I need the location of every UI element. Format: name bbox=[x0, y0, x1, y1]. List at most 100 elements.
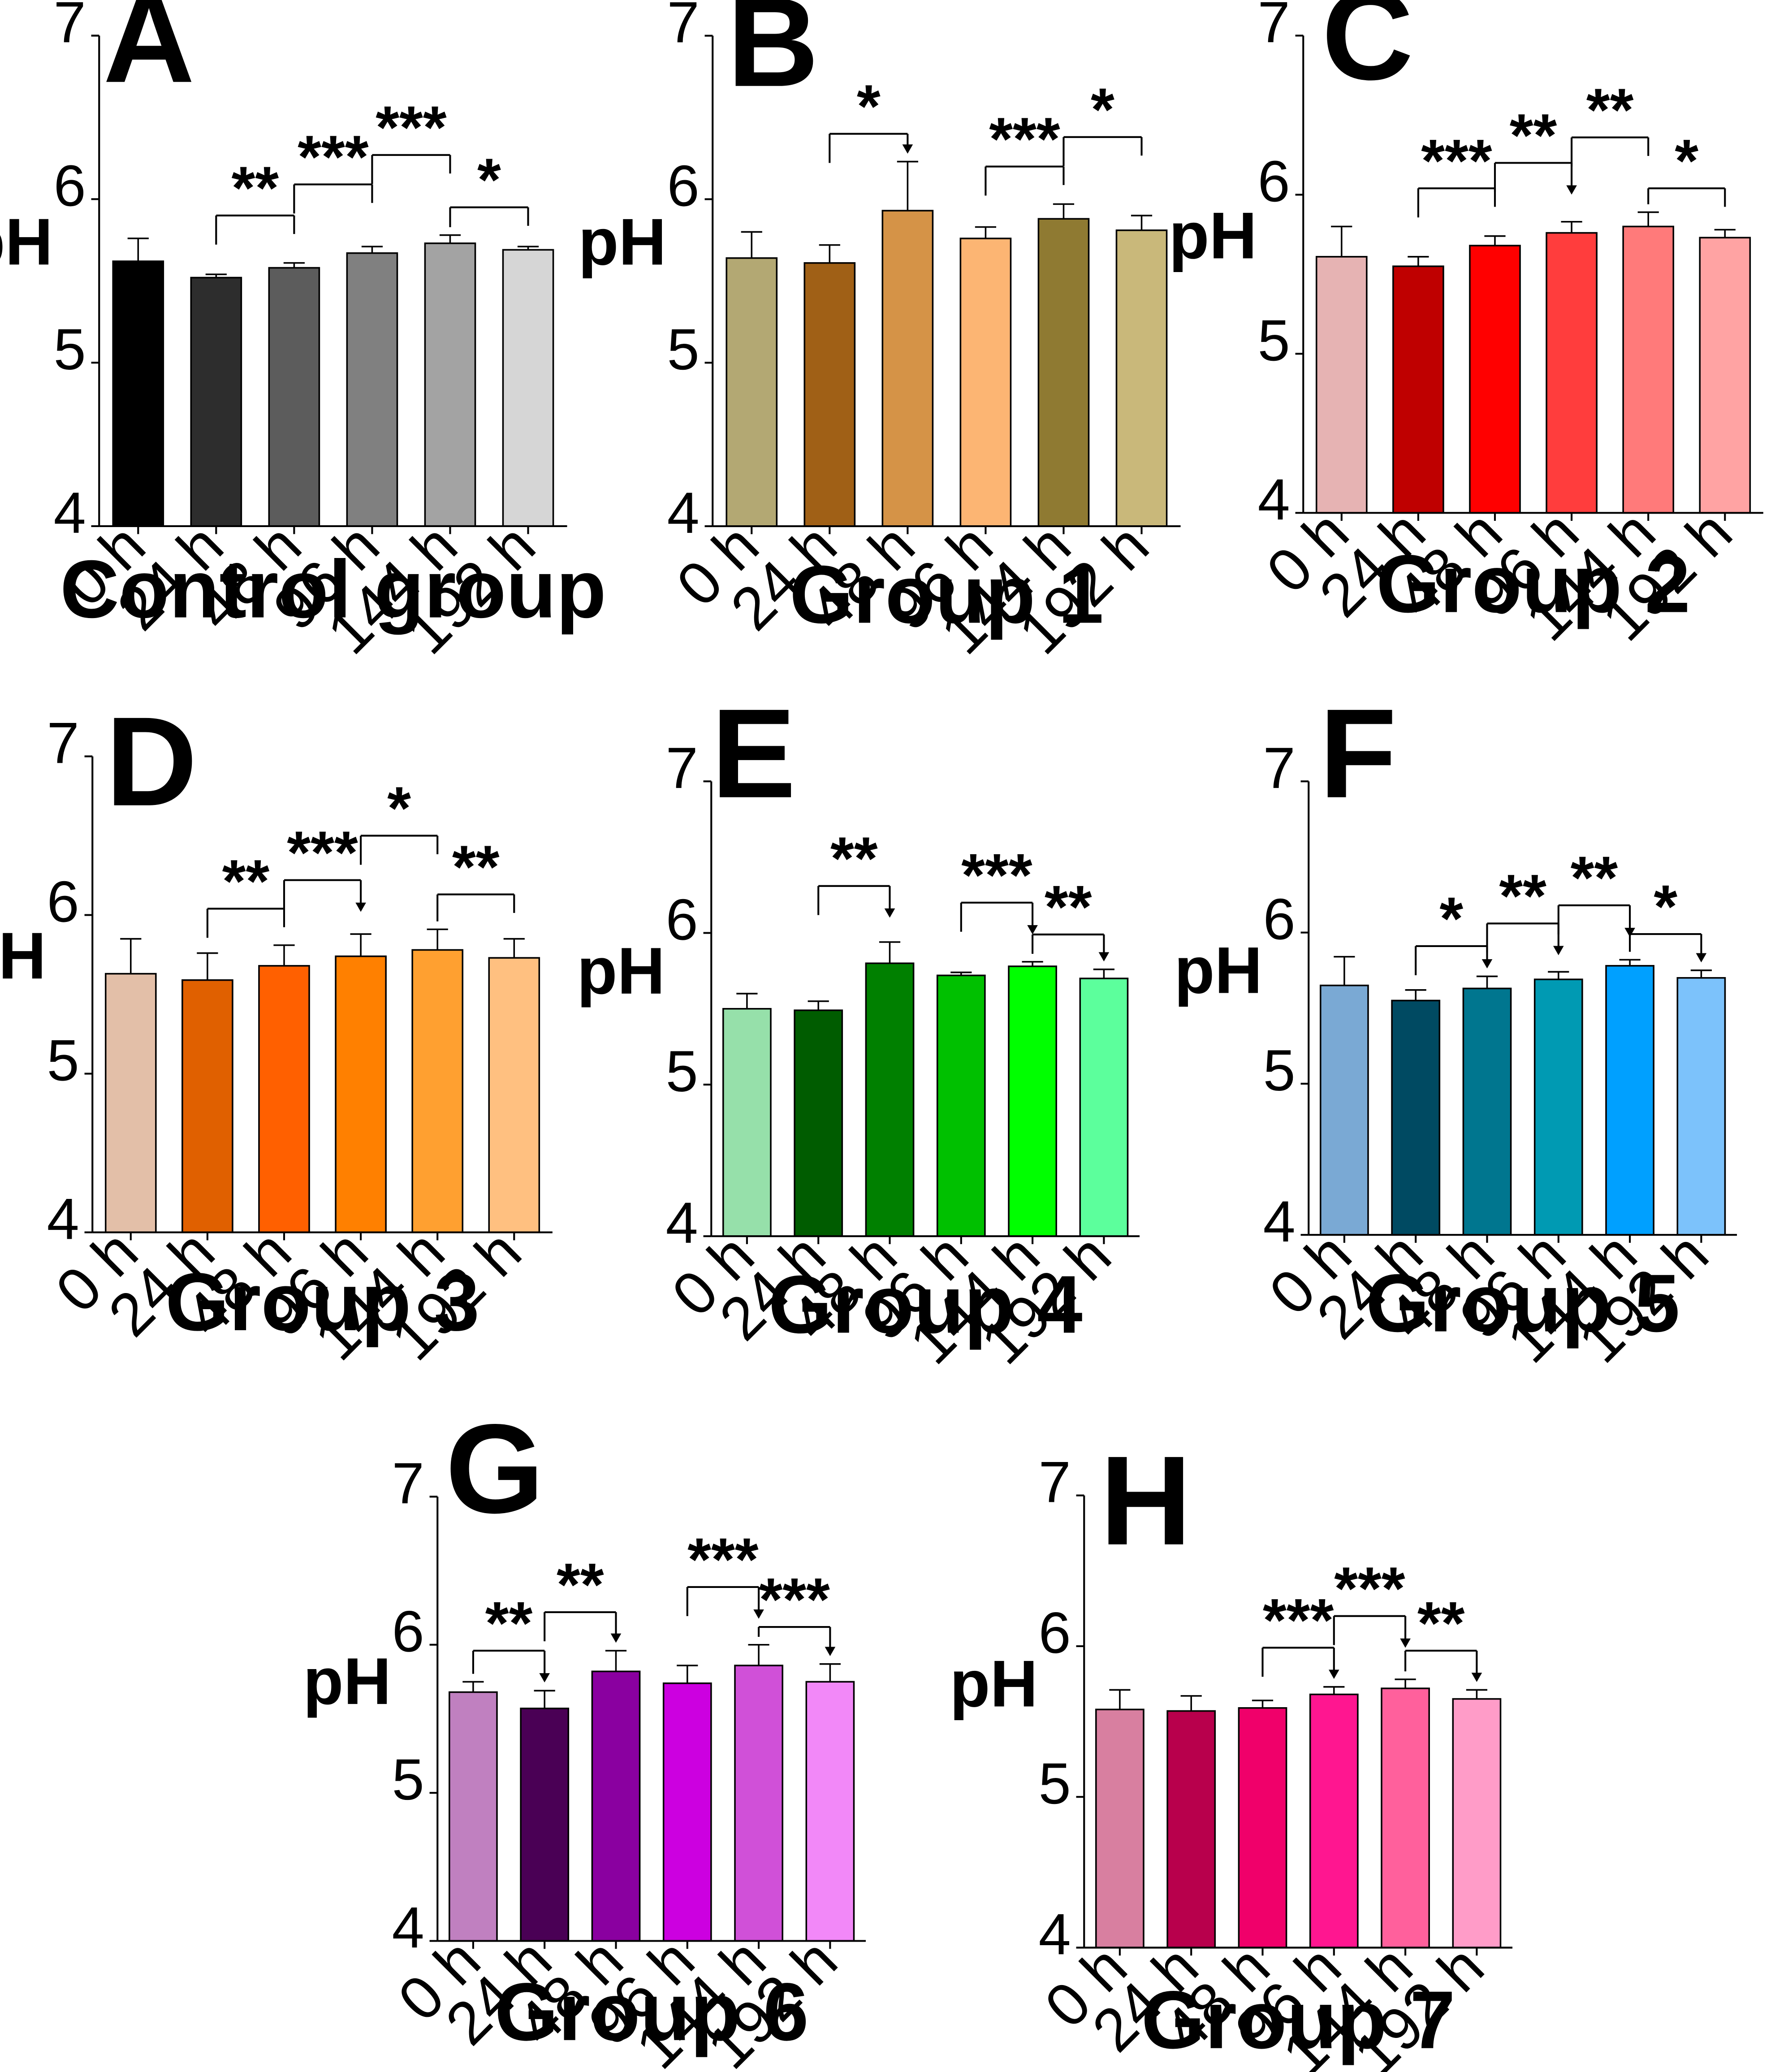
x-axis-label: Group 1 bbox=[790, 548, 1104, 640]
significance-label: ** bbox=[452, 833, 500, 901]
error-bar bbox=[1405, 989, 1427, 1001]
y-tick-label: 5 bbox=[54, 317, 86, 382]
arrow-head bbox=[1027, 925, 1038, 934]
significance-bracket: ** bbox=[436, 833, 515, 921]
error-bar bbox=[897, 160, 918, 211]
bar bbox=[1391, 999, 1441, 1236]
significance-bracket: *** bbox=[1417, 127, 1496, 218]
y-tick-label: 4 bbox=[1038, 1902, 1071, 1967]
significance-bracket: *** bbox=[758, 1565, 836, 1657]
y-tick-label: 6 bbox=[1263, 887, 1296, 952]
arrow-head bbox=[884, 908, 895, 918]
significance-label: *** bbox=[961, 841, 1032, 909]
bar bbox=[1166, 1710, 1216, 1949]
significance-label: * bbox=[1091, 75, 1114, 143]
bar bbox=[424, 242, 476, 527]
y-tick-label: 5 bbox=[392, 1747, 424, 1812]
significance-bracket: * bbox=[1647, 127, 1726, 207]
bar bbox=[1238, 1707, 1287, 1949]
arrow-head bbox=[902, 144, 913, 154]
bar bbox=[1546, 232, 1598, 514]
bar bbox=[1622, 225, 1675, 514]
x-axis-label: Group 5 bbox=[1366, 1257, 1680, 1349]
x-axis-label: Group 2 bbox=[1376, 538, 1690, 630]
error-bar bbox=[950, 971, 972, 976]
error-bar bbox=[1619, 959, 1641, 966]
error-bar bbox=[1323, 1686, 1345, 1695]
bar bbox=[520, 1708, 570, 1942]
error-bar bbox=[1022, 961, 1043, 967]
y-tick-label: 7 bbox=[1038, 1449, 1071, 1514]
error-bar bbox=[1466, 1689, 1487, 1699]
bar bbox=[734, 1665, 784, 1942]
y-axis-label: pH bbox=[1169, 199, 1257, 273]
arrow-head bbox=[1553, 946, 1564, 956]
x-axis-label: Group 6 bbox=[495, 1966, 809, 2058]
y-tick-label: 6 bbox=[667, 153, 699, 218]
significance-bracket: * bbox=[1629, 872, 1707, 963]
arrow-head bbox=[753, 1609, 764, 1619]
panel-label: H bbox=[1100, 1430, 1192, 1572]
bar bbox=[112, 260, 164, 527]
bar bbox=[1452, 1698, 1502, 1949]
y-axis-label: pH bbox=[577, 934, 665, 1008]
significance-label: *** bbox=[1334, 1554, 1405, 1622]
significance-label: *** bbox=[989, 105, 1060, 173]
bar bbox=[190, 277, 242, 527]
significance-label: ** bbox=[1510, 101, 1557, 169]
significance-bracket: ** bbox=[1494, 101, 1577, 195]
y-tick-label: 4 bbox=[665, 1190, 698, 1255]
y-tick-label: 7 bbox=[392, 1451, 424, 1516]
significance-label: * bbox=[477, 146, 501, 214]
significance-label: * bbox=[1654, 872, 1678, 940]
error-bar bbox=[197, 952, 218, 980]
bar bbox=[1699, 237, 1751, 514]
bar bbox=[1320, 985, 1369, 1236]
significance-bracket: * bbox=[1415, 884, 1493, 975]
significance-bracket: *** bbox=[1261, 1586, 1339, 1679]
error-bar bbox=[1638, 211, 1659, 227]
error-bar bbox=[1252, 1700, 1273, 1708]
bar bbox=[726, 257, 777, 527]
panel-label: F bbox=[1319, 683, 1397, 825]
significance-bracket: *** bbox=[960, 841, 1038, 934]
error-bar bbox=[1053, 203, 1074, 219]
significance-label: ** bbox=[1586, 76, 1634, 144]
panel-label: G bbox=[445, 1398, 544, 1540]
y-tick-label: 7 bbox=[667, 0, 699, 55]
y-tick-label: 7 bbox=[1263, 735, 1296, 800]
significance-label: ** bbox=[1571, 844, 1618, 912]
significance-bracket: ** bbox=[1404, 1589, 1482, 1682]
y-axis-label: pH bbox=[1175, 934, 1263, 1008]
error-bar bbox=[350, 933, 371, 956]
y-tick-label: 6 bbox=[54, 153, 86, 218]
bar bbox=[1462, 987, 1512, 1236]
error-bar bbox=[427, 928, 449, 950]
y-tick-label: 6 bbox=[1038, 1600, 1071, 1665]
y-tick-label: 4 bbox=[392, 1895, 424, 1960]
significance-label: *** bbox=[1421, 127, 1493, 195]
significance-label: ** bbox=[222, 847, 270, 915]
error-bar bbox=[283, 262, 305, 268]
bar bbox=[258, 965, 311, 1233]
significance-label: ** bbox=[485, 1589, 533, 1657]
error-bar bbox=[1715, 229, 1736, 238]
significance-bracket: ** bbox=[1571, 76, 1650, 167]
bar bbox=[411, 949, 464, 1233]
y-tick-label: 7 bbox=[665, 735, 698, 800]
arrow-head bbox=[1400, 1638, 1411, 1648]
significance-label: * bbox=[1675, 127, 1699, 195]
arrow-head bbox=[825, 1647, 836, 1657]
y-axis-label: pH bbox=[0, 205, 53, 279]
bar bbox=[1534, 978, 1583, 1236]
error-bar bbox=[605, 1650, 627, 1672]
error-bar bbox=[879, 941, 900, 964]
x-axis-label: Group 4 bbox=[768, 1259, 1082, 1350]
significance-bracket: * bbox=[360, 774, 439, 865]
y-tick-label: 4 bbox=[54, 480, 86, 545]
